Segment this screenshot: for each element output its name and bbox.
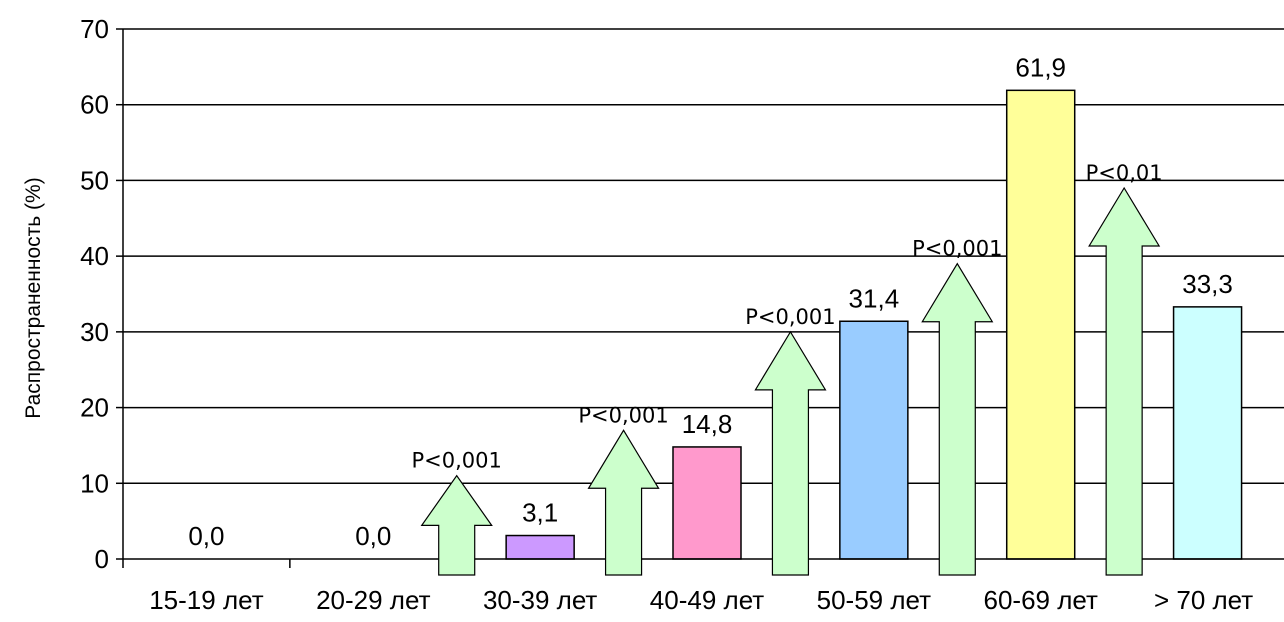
p-value-label: P<0,001	[578, 403, 668, 427]
data-label: 0,0	[188, 521, 224, 551]
data-label: 31,4	[849, 283, 900, 313]
bar	[839, 320, 909, 560]
y-tick-label: 10	[80, 468, 109, 498]
y-tick-label: 0	[95, 544, 109, 574]
significance-arrow	[420, 474, 493, 576]
data-label: 33,3	[1182, 269, 1233, 299]
x-tick-label: 15-19 лет	[149, 585, 263, 615]
x-tick-label: 40-49 лет	[650, 585, 764, 615]
p-value-label: P<0,001	[412, 449, 502, 473]
significance-arrows	[420, 186, 1161, 576]
p-value-label: P<0,001	[912, 237, 1002, 261]
bar	[1172, 306, 1243, 560]
significance-arrow	[587, 429, 660, 576]
p-value-label: P<0,001	[745, 305, 835, 329]
significance-arrow	[921, 262, 994, 576]
data-label: 0,0	[355, 521, 391, 551]
significance-arrow	[1088, 186, 1161, 576]
bar	[505, 534, 575, 560]
bar	[1005, 89, 1076, 560]
significance-arrow	[754, 330, 827, 576]
x-tick-label: 60-69 лет	[984, 585, 1098, 615]
labels: 0 10 20 30 40 50 60 70 0,0 15-19 лет 0,0 20-29 лет 3…	[80, 14, 1253, 615]
gridlines	[123, 28, 1284, 485]
y-tick-label: 40	[80, 241, 109, 271]
y-tick-label: 60	[80, 90, 109, 120]
x-tick-label: 50-59 лет	[817, 585, 931, 615]
bar	[672, 446, 742, 560]
y-axis-label: Распространенность (%)	[22, 177, 45, 418]
y-tick-label: 30	[80, 317, 109, 347]
x-tick-label: 30-39 лет	[483, 585, 597, 615]
data-label: 61,9	[1015, 52, 1066, 82]
y-tick-label: 50	[80, 165, 109, 195]
x-tick-label: 20-29 лет	[316, 585, 430, 615]
x-tick-label: > 70 лет	[1154, 585, 1253, 615]
data-label: 3,1	[522, 498, 558, 528]
y-tick-label: 20	[80, 393, 109, 423]
y-tick-label: 70	[80, 14, 109, 44]
p-value-label: P<0,01	[1086, 161, 1163, 185]
data-label: 14,8	[682, 409, 733, 439]
